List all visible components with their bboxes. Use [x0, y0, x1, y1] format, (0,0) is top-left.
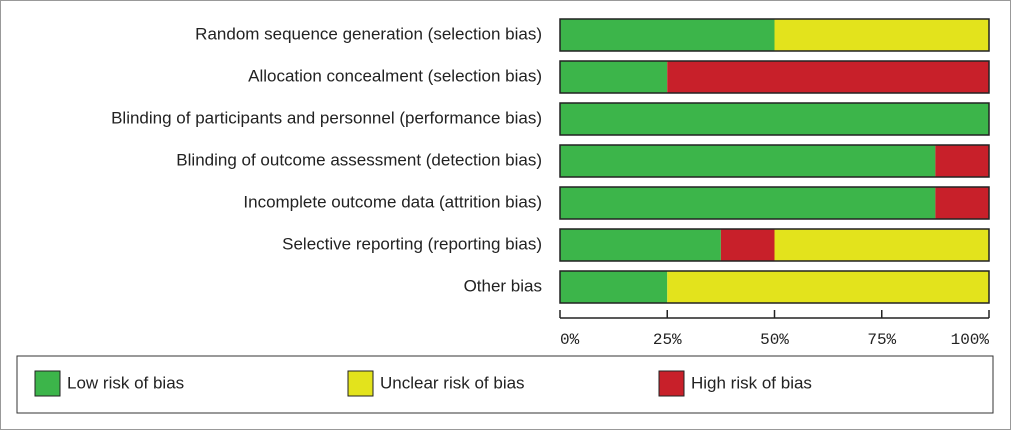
bar-segment [560, 19, 775, 51]
category-label: Other bias [464, 276, 542, 295]
bar-segment [560, 187, 936, 219]
x-tick-label: 50% [760, 331, 789, 349]
legend-swatch [658, 370, 685, 397]
x-tick-label: 100% [951, 331, 990, 349]
bar-outline [559, 102, 990, 136]
legend-box [16, 355, 994, 414]
bar-segment [720, 229, 775, 261]
bar-outline [559, 228, 990, 262]
bar-segment [774, 229, 989, 261]
category-label: Allocation concealment (selection bias) [248, 66, 542, 85]
bar-outline [559, 18, 990, 52]
bar-segment [560, 103, 989, 135]
legend-label: Low risk of bias [67, 373, 184, 392]
legend-swatch [34, 370, 61, 397]
bar-segment [774, 19, 989, 51]
bar-segment [667, 61, 989, 93]
bar-segment [560, 61, 668, 93]
bar-segment [560, 271, 668, 303]
bar-segment [560, 229, 721, 261]
bar-segment [935, 187, 989, 219]
legend-label: High risk of bias [691, 373, 812, 392]
legend-swatch [347, 370, 374, 397]
category-label: Blinding of outcome assessment (detectio… [176, 150, 542, 169]
bar-outline [559, 186, 990, 220]
category-label: Random sequence generation (selection bi… [195, 24, 542, 43]
category-label: Blinding of participants and personnel (… [111, 108, 542, 127]
category-label: Incomplete outcome data (attrition bias) [243, 192, 542, 211]
bar-outline [559, 270, 990, 304]
x-tick-label: 0% [560, 331, 580, 349]
legend-label: Unclear risk of bias [380, 373, 525, 392]
x-tick-label: 75% [867, 331, 896, 349]
category-label: Selective reporting (reporting bias) [282, 234, 542, 253]
bar-segment [560, 145, 936, 177]
bar-outline [559, 60, 990, 94]
bar-outline [559, 144, 990, 178]
bar-segment [667, 271, 989, 303]
bar-segment [935, 145, 989, 177]
x-tick-label: 25% [653, 331, 682, 349]
